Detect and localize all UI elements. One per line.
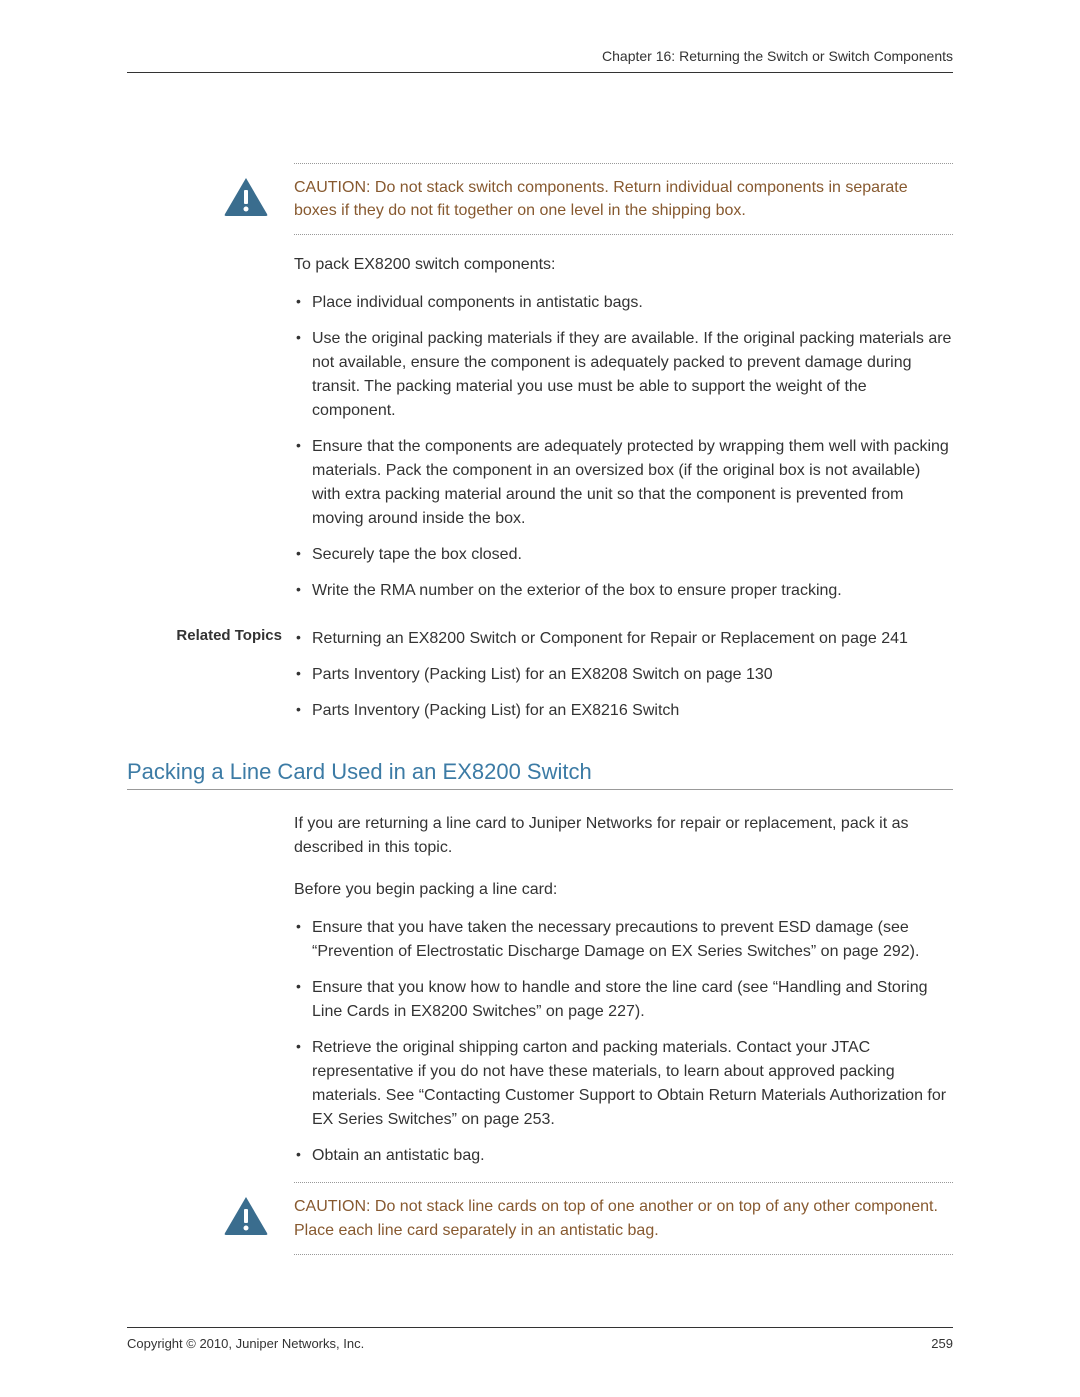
list-item: Ensure that you have taken the necessary… bbox=[294, 916, 953, 964]
caution-text-2: CAUTION: Do not stack line cards on top … bbox=[294, 1195, 953, 1241]
related-topics-label: Related Topics bbox=[127, 627, 282, 644]
content-area: CAUTION: Do not stack switch components.… bbox=[294, 163, 953, 1255]
list-item: Parts Inventory (Packing List) for an EX… bbox=[294, 699, 953, 723]
list-item: Ensure that you know how to handle and s… bbox=[294, 976, 953, 1024]
list-item: Ensure that the components are adequatel… bbox=[294, 435, 953, 531]
list-item: Write the RMA number on the exterior of … bbox=[294, 579, 953, 603]
steps-list: Place individual components in antistati… bbox=[294, 291, 953, 603]
intro-text: To pack EX8200 switch components: bbox=[294, 253, 953, 277]
caution-label: CAUTION: bbox=[294, 179, 370, 196]
caution-text-1: CAUTION: Do not stack switch components.… bbox=[294, 176, 953, 222]
section2-bullets: Ensure that you have taken the necessary… bbox=[294, 916, 953, 1168]
caution-box-1: CAUTION: Do not stack switch components.… bbox=[294, 163, 953, 235]
page-number: 259 bbox=[931, 1336, 953, 1351]
caution-label: CAUTION: bbox=[294, 1198, 370, 1215]
page: Chapter 16: Returning the Switch or Swit… bbox=[0, 0, 1080, 1255]
list-item: Returning an EX8200 Switch or Component … bbox=[294, 627, 953, 651]
caution-icon bbox=[222, 176, 270, 218]
section2-para1: If you are returning a line card to Juni… bbox=[294, 812, 953, 860]
chapter-text: Chapter 16: Returning the Switch or Swit… bbox=[602, 48, 953, 64]
list-item: Obtain an antistatic bag. bbox=[294, 1144, 953, 1168]
caution-body: Do not stack switch components. Return i… bbox=[294, 179, 908, 219]
section2-para2: Before you begin packing a line card: bbox=[294, 878, 953, 902]
caution-icon bbox=[222, 1195, 270, 1237]
list-item: Place individual components in antistati… bbox=[294, 291, 953, 315]
list-item: Securely tape the box closed. bbox=[294, 543, 953, 567]
list-item: Use the original packing materials if th… bbox=[294, 327, 953, 423]
section-heading: Packing a Line Card Used in an EX8200 Sw… bbox=[127, 759, 953, 790]
chapter-header: Chapter 16: Returning the Switch or Swit… bbox=[127, 48, 953, 73]
related-topics: Related Topics Returning an EX8200 Switc… bbox=[294, 627, 953, 723]
list-item: Retrieve the original shipping carton an… bbox=[294, 1036, 953, 1132]
copyright: Copyright © 2010, Juniper Networks, Inc. bbox=[127, 1336, 364, 1351]
list-item: Parts Inventory (Packing List) for an EX… bbox=[294, 663, 953, 687]
caution-body: Do not stack line cards on top of one an… bbox=[294, 1198, 938, 1238]
footer: Copyright © 2010, Juniper Networks, Inc.… bbox=[127, 1327, 953, 1351]
caution-box-2: CAUTION: Do not stack line cards on top … bbox=[294, 1182, 953, 1254]
related-topics-list: Returning an EX8200 Switch or Component … bbox=[294, 627, 953, 723]
